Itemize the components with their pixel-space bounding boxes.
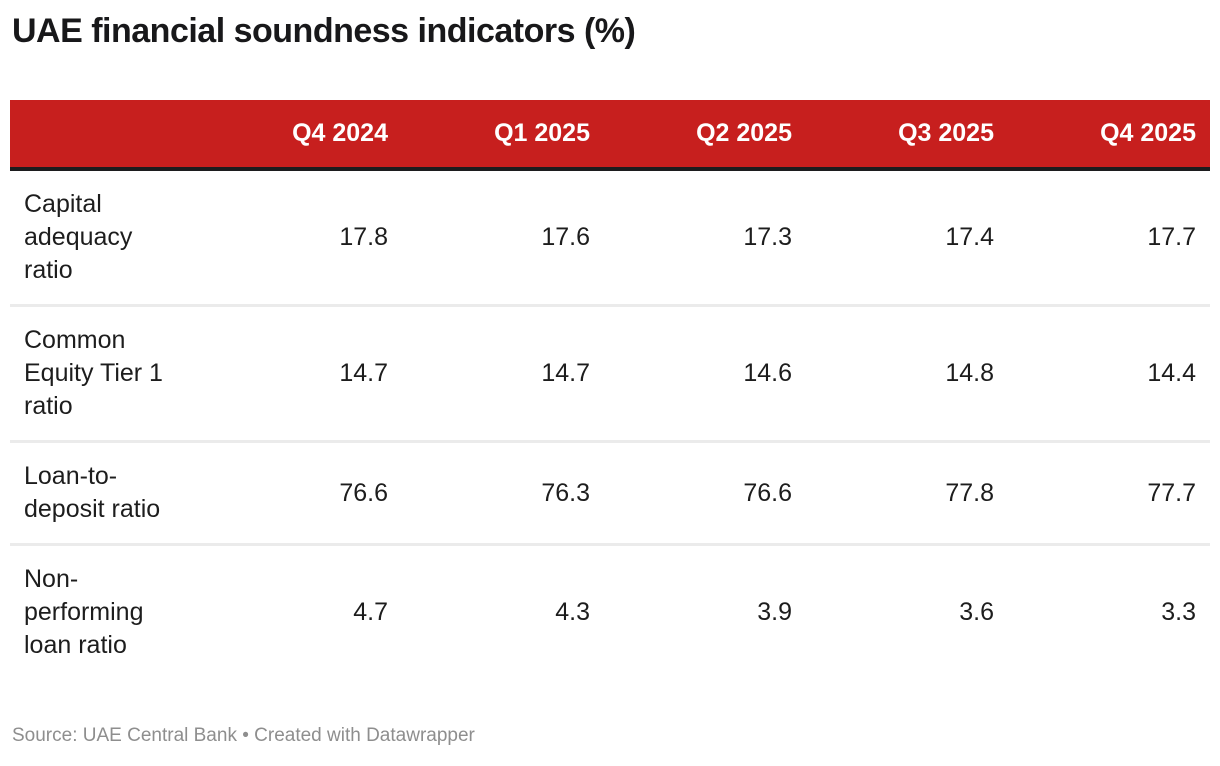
row-label: Non- performing loan ratio [10,543,200,679]
value-cell: 17.4 [945,223,994,251]
source-note: Source: UAE Central Bank • Created with … [12,725,475,746]
header-cell-q4-2025: Q4 2025 [1008,100,1210,171]
value-cell: 4.3 [402,543,604,679]
value-cell: 14.8 [806,304,1008,442]
table-row: Capital adequacy ratio 17.8 17.6 17.3 17.4 17… [10,169,1210,306]
table-row: Non- performing loan ratio 4.7 4.3 3.9 3.6 3.… [10,543,1210,679]
value-cell: 17.7 [1147,223,1196,251]
value-cell: 14.6 [604,304,806,442]
header-cell-q1-2025: Q1 2025 [402,100,604,171]
row-label: Capital adequacy ratio [24,190,133,284]
value-cell: 3.6 [806,543,1008,679]
value-cell: 76.6 [200,440,402,545]
row-label: Loan-to- deposit ratio [10,440,200,545]
header-cell-q3-2025: Q3 2025 [806,100,1008,171]
page-title: UAE financial soundness indicators (%) [12,12,636,50]
table-header-row: Q4 2024 Q1 2025 Q2 2025 Q3 2025 Q4 2025 [10,100,1210,171]
header-cell-row-label [10,100,200,171]
value-cell: 17.3 [743,223,792,251]
table-row: Common Equity Tier 1 ratio 14.7 14.7 14.6 14… [10,304,1210,442]
indicators-table-container: Q4 2024 Q1 2025 Q2 2025 Q3 2025 Q4 2025 Capi… [10,100,1210,679]
value-cell: 17.8 [339,223,388,251]
value-cell: 4.7 [200,543,402,679]
value-cell: 77.7 [1008,440,1210,545]
header-cell-q4-2024: Q4 2024 [200,100,402,171]
table-body: Capital adequacy ratio 17.8 17.6 17.3 17.4 17… [10,169,1210,679]
value-cell: 3.3 [1008,543,1210,679]
value-cell: 14.7 [200,304,402,442]
value-cell: 14.4 [1008,304,1210,442]
indicators-table: Q4 2024 Q1 2025 Q2 2025 Q3 2025 Q4 2025 Capi… [10,100,1210,679]
value-cell: 77.8 [806,440,1008,545]
table-row: Loan-to- deposit ratio 76.6 76.3 76.6 77.8 77… [10,440,1210,545]
header-cell-q2-2025: Q2 2025 [604,100,806,171]
value-cell: 76.3 [402,440,604,545]
value-cell: 3.9 [604,543,806,679]
value-cell: 14.7 [402,304,604,442]
value-cell: 76.6 [604,440,806,545]
value-cell: 17.6 [541,223,590,251]
table-header: Q4 2024 Q1 2025 Q2 2025 Q3 2025 Q4 2025 [10,100,1210,171]
row-label: Common Equity Tier 1 ratio [10,304,200,442]
